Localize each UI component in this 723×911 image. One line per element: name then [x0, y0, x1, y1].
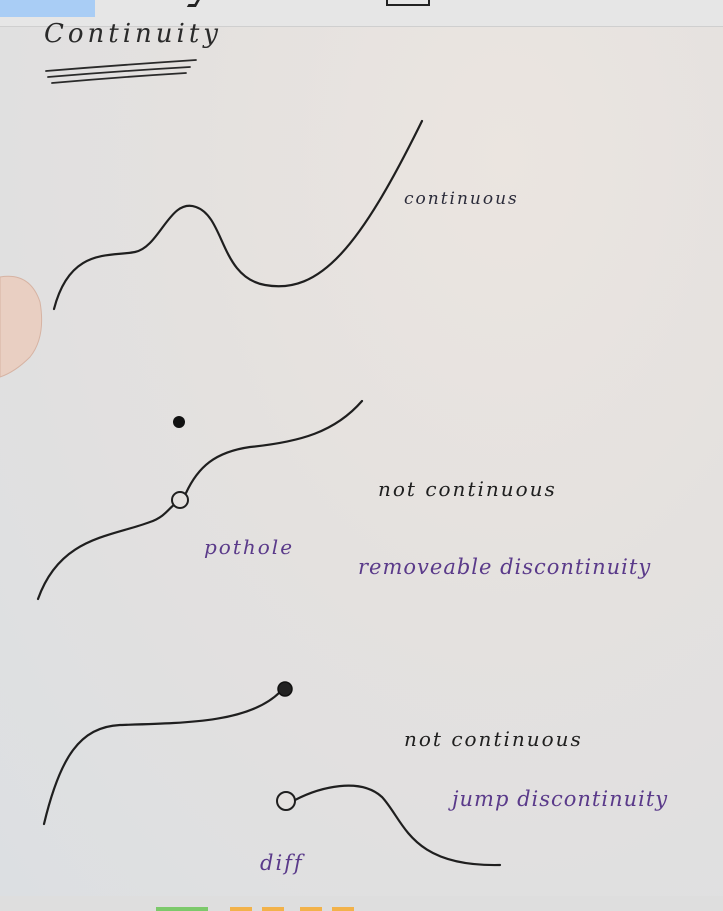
- removable-curve-right: [184, 399, 364, 495]
- heading-underline-1: [45, 59, 197, 72]
- jump-curve-left: [42, 690, 282, 826]
- orange-marker-4[interactable]: [332, 907, 354, 911]
- filled-point: [173, 416, 185, 428]
- page-heading: Continuity: [44, 19, 222, 49]
- label-not-continuous-2: not continuous: [404, 727, 583, 751]
- green-marker[interactable]: [156, 907, 208, 911]
- top-toolbar: [0, 0, 723, 27]
- orange-marker-3[interactable]: [300, 907, 322, 911]
- jump-filled-point: [277, 681, 293, 697]
- notebook-photo: Continuity continuous not continuous pot…: [0, 19, 723, 896]
- download-icon[interactable]: [386, 0, 430, 6]
- label-not-continuous-1: not continuous: [378, 477, 557, 501]
- label-jump-discontinuity: jump discontinuity: [452, 787, 669, 811]
- orange-marker-2[interactable]: [262, 907, 284, 911]
- label-diff: diff: [260, 851, 304, 875]
- removable-curve-left: [36, 503, 176, 601]
- pen-tool-icon[interactable]: [186, 0, 203, 7]
- drawing-canvas: [0, 59, 502, 867]
- heading-underline-2: [47, 66, 191, 78]
- heading-underline-3: [51, 72, 187, 84]
- label-removable-discontinuity: removeable discontinuity: [358, 555, 652, 579]
- jump-curve-right: [293, 784, 502, 867]
- orange-marker-1[interactable]: [230, 907, 252, 911]
- label-pothole: pothole: [204, 535, 295, 559]
- jump-hole-circle: [276, 791, 296, 811]
- highlighted-tab[interactable]: [0, 0, 95, 17]
- thumb-shape: [0, 275, 43, 378]
- hole-circle: [171, 491, 189, 509]
- continuous-curve: [52, 119, 424, 311]
- bottom-toolbar: [0, 896, 723, 911]
- label-continuous: continuous: [404, 189, 519, 209]
